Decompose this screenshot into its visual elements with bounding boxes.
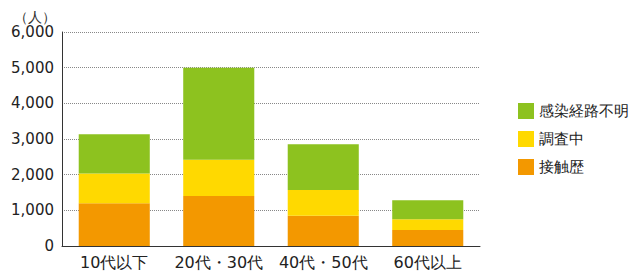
svg-text:10代以下: 10代以下 bbox=[80, 253, 148, 272]
svg-text:0: 0 bbox=[44, 237, 54, 255]
svg-text:5,000: 5,000 bbox=[11, 59, 54, 77]
svg-text:60代以上: 60代以上 bbox=[394, 253, 462, 272]
svg-text:調査中: 調査中 bbox=[539, 130, 584, 148]
svg-text:4,000: 4,000 bbox=[11, 94, 54, 112]
svg-text:1,000: 1,000 bbox=[11, 201, 54, 219]
svg-text:20代・30代: 20代・30代 bbox=[174, 253, 263, 272]
svg-text:3,000: 3,000 bbox=[11, 130, 54, 148]
svg-text:接触歴: 接触歴 bbox=[539, 158, 584, 176]
svg-text:6,000: 6,000 bbox=[11, 23, 54, 41]
svg-text:感染経路不明: 感染経路不明 bbox=[539, 102, 629, 120]
svg-text:2,000: 2,000 bbox=[11, 166, 54, 184]
svg-text:40代・50代: 40代・50代 bbox=[279, 253, 368, 272]
svg-text:（人）: （人） bbox=[14, 9, 56, 25]
